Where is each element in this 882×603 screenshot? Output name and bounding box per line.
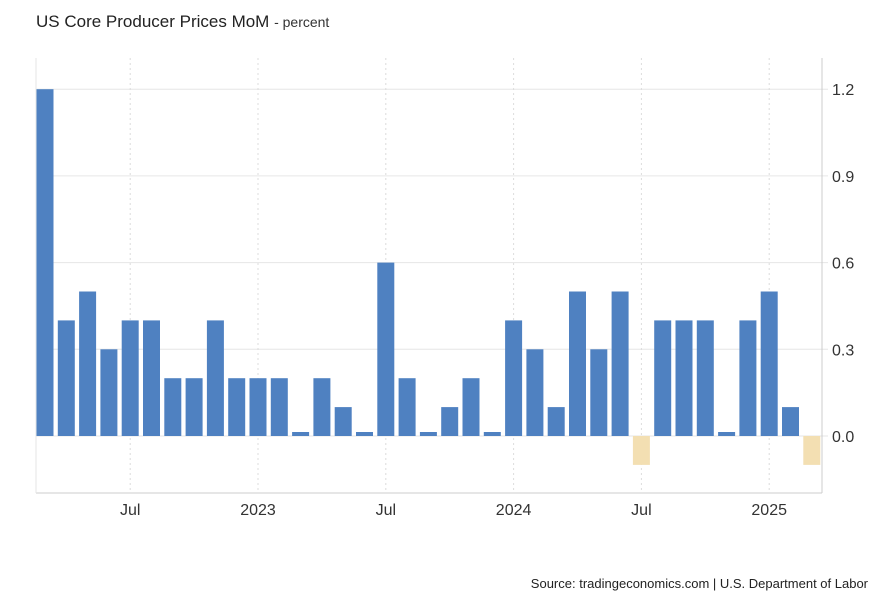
bar-2023-03	[292, 432, 310, 436]
bar-2022-05	[79, 291, 97, 436]
bar-2024-06	[611, 291, 629, 436]
bar-2024-01	[505, 320, 523, 436]
bar-2022-04	[57, 320, 75, 436]
bar-2024-03	[547, 407, 565, 436]
bar-2025-01	[760, 291, 778, 436]
bar-2024-09	[675, 320, 693, 436]
bar-2023-09	[419, 432, 437, 436]
bar-2025-02	[782, 407, 799, 436]
x-tick-label: Jul	[376, 502, 396, 519]
unit-label: - percent	[274, 14, 330, 30]
y-tick-label: 0.0	[832, 429, 854, 446]
bar-2024-02	[526, 349, 544, 436]
bar-2022-03	[36, 89, 54, 436]
bar-2023-02	[270, 378, 288, 436]
x-tick-label: 2025	[751, 502, 787, 519]
y-tick-label: 0.3	[832, 342, 854, 359]
source-credit: Source: tradingeconomics.com | U.S. Depa…	[530, 576, 868, 591]
bar-2025-03	[803, 436, 821, 465]
bar-2022-11	[206, 320, 224, 436]
bar-2022-10	[185, 378, 203, 436]
bar-2023-11	[462, 378, 480, 436]
x-tick-label: Jul	[631, 502, 651, 519]
bar-2023-05	[334, 407, 352, 436]
bar-2024-04	[569, 291, 586, 436]
y-tick-label: 0.6	[832, 256, 854, 273]
x-tick-label: 2023	[240, 502, 276, 519]
bar-2023-06	[356, 432, 373, 436]
bar-2022-09	[164, 378, 182, 436]
bar-2023-01	[249, 378, 267, 436]
title-text: US Core Producer Prices MoM	[36, 12, 270, 31]
bar-2024-10	[696, 320, 714, 436]
bar-2024-12	[739, 320, 757, 436]
x-tick-label: Jul	[120, 502, 140, 519]
bar-2024-07	[632, 436, 650, 465]
bar-2022-12	[228, 378, 246, 436]
bar-2023-04	[313, 378, 331, 436]
bar-2022-06	[100, 349, 118, 436]
bar-2023-10	[441, 407, 459, 436]
bar-2022-08	[143, 320, 160, 436]
bar-2023-08	[398, 378, 416, 436]
y-tick-label: 1.2	[832, 82, 854, 99]
bar-2024-11	[718, 432, 736, 436]
bar-2024-08	[654, 320, 672, 436]
bar-2022-07	[121, 320, 139, 436]
y-tick-label: 0.9	[832, 169, 854, 186]
bar-2023-07	[377, 262, 395, 436]
x-tick-label: 2024	[496, 502, 532, 519]
chart-title: US Core Producer Prices MoM - percent	[36, 12, 329, 32]
bar-2023-12	[483, 432, 501, 436]
bar-2024-05	[590, 349, 608, 436]
